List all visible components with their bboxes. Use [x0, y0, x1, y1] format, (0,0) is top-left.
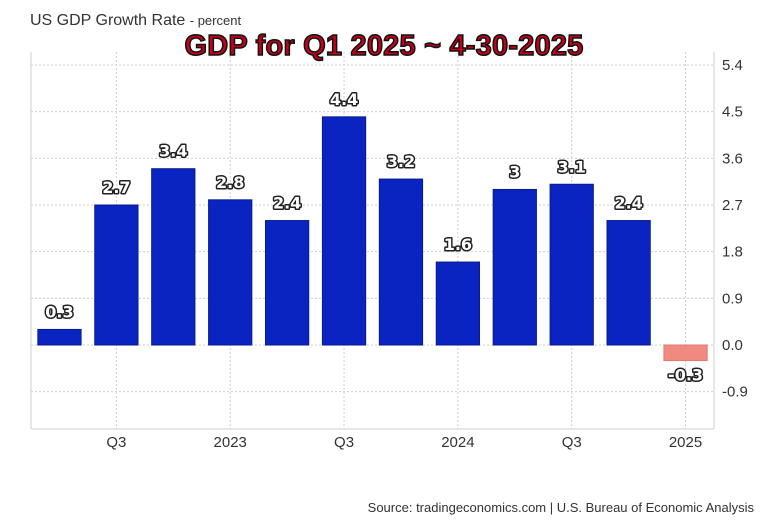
bar-value-label: 1.6 [444, 235, 472, 254]
bar [37, 328, 82, 346]
bar [94, 204, 139, 346]
bar [435, 261, 481, 346]
bar-value-label: 3.4 [159, 142, 187, 161]
source-note: Source: tradingeconomics.com | U.S. Bure… [367, 500, 754, 515]
bar-value-label: 3.1 [558, 157, 586, 176]
bar [663, 344, 708, 362]
y-tick-label: 3.6 [722, 150, 743, 167]
bar [264, 220, 310, 346]
x-tick-label: Q3 [562, 434, 582, 451]
bar [151, 168, 196, 346]
bar-value-label: 2.8 [216, 173, 244, 192]
y-tick-label: 0.0 [722, 337, 743, 354]
bar-value-label: 3.2 [387, 152, 415, 171]
x-tick-label: 2023 [214, 434, 247, 451]
bar-value-label: 2.4 [273, 194, 301, 213]
chart-header: US GDP Growth Rate - percent [30, 12, 241, 30]
bar-value-label: 4.4 [330, 90, 358, 109]
x-tick-label: Q3 [106, 434, 126, 451]
y-tick-label: 0.9 [722, 290, 743, 307]
bar [378, 178, 424, 346]
bar-value-label: -0.3 [668, 366, 703, 385]
x-tick-label: Q3 [334, 434, 354, 451]
bar-value-label: 0.3 [45, 302, 73, 321]
y-tick-label: 4.5 [722, 104, 743, 121]
bar [492, 188, 537, 346]
bar-value-label: 3 [509, 162, 520, 181]
x-tick-label: 2024 [441, 434, 474, 451]
bar [321, 116, 367, 346]
y-tick-label: 1.8 [722, 244, 743, 261]
bar [606, 220, 651, 346]
chart-title: US GDP Growth Rate [30, 12, 186, 29]
bar-value-label: 2.4 [614, 194, 642, 213]
x-tick-label: 2025 [669, 434, 702, 451]
chart-unit: - percent [189, 13, 242, 28]
bar-value-label: 2.7 [102, 178, 130, 197]
bar [549, 183, 594, 346]
overlay-banner: GDP for Q1 2025 ~ 4-30-2025 [184, 29, 584, 63]
bar [208, 199, 253, 346]
y-tick-label: -0.9 [722, 384, 748, 401]
y-tick-label: 5.4 [722, 57, 743, 74]
y-tick-label: 2.7 [722, 197, 743, 214]
